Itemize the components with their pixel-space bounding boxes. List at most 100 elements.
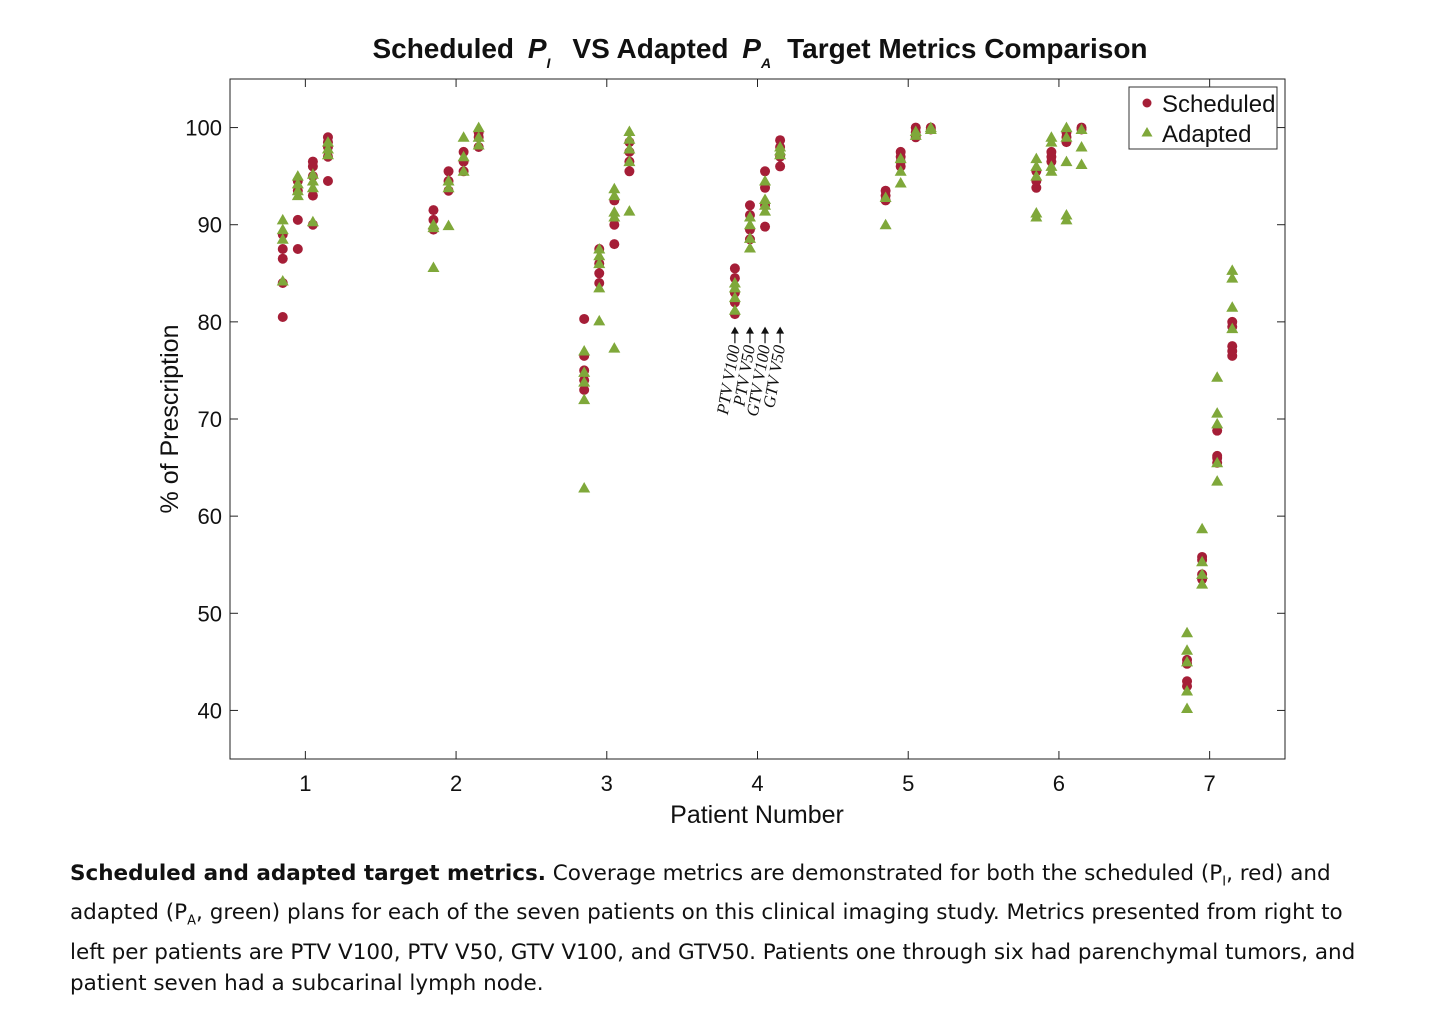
point-scheduled <box>729 263 740 274</box>
x-tick-label: 2 <box>450 771 462 796</box>
point-scheduled <box>775 135 786 146</box>
caption-bold: Scheduled and adapted target metrics. <box>70 861 546 886</box>
point-adapted <box>1060 155 1073 167</box>
point-adapted <box>442 181 455 193</box>
point-adapted <box>759 199 772 210</box>
point-adapted <box>1075 123 1088 135</box>
point-adapted <box>774 141 787 152</box>
point-adapted <box>321 148 334 160</box>
chart: Scheduled PI VS Adapted PA Target Metrics … <box>156 33 1286 829</box>
point-adapted <box>442 175 455 186</box>
point-adapted <box>608 206 621 217</box>
point-adapted <box>1226 301 1239 312</box>
point-adapted <box>909 125 922 136</box>
x-tick-label: 6 <box>1053 771 1065 796</box>
point-scheduled <box>1212 450 1223 461</box>
point-adapted <box>1075 141 1088 152</box>
point-scheduled <box>307 156 318 167</box>
point-scheduled <box>1227 341 1238 352</box>
point-scheduled <box>322 176 333 186</box>
point-adapted <box>593 257 606 269</box>
point-scheduled <box>292 244 303 254</box>
caption-sub-2: A <box>187 913 197 929</box>
point-adapted <box>593 314 606 326</box>
point-adapted <box>291 184 304 196</box>
point-adapted <box>291 177 304 189</box>
point-adapted <box>1226 322 1239 334</box>
legend-marker-adapted <box>1141 127 1153 137</box>
x-tick-label: 7 <box>1204 771 1216 796</box>
point-adapted <box>879 218 892 230</box>
point-adapted <box>578 481 591 493</box>
point-adapted <box>1181 702 1194 713</box>
point-adapted <box>306 215 319 227</box>
x-axis-label: Patient Number <box>670 801 844 829</box>
point-adapted <box>1045 131 1058 142</box>
point-scheduled <box>744 200 755 211</box>
point-scheduled <box>760 166 771 177</box>
point-scheduled <box>594 268 605 279</box>
point-scheduled <box>760 221 771 232</box>
point-adapted <box>1030 152 1043 164</box>
point-adapted <box>457 150 470 162</box>
point-adapted <box>759 175 772 186</box>
figure-caption: Scheduled and adapted target metrics. Co… <box>70 858 1380 999</box>
point-adapted <box>578 345 591 356</box>
point-adapted <box>623 133 636 144</box>
point-adapted <box>1060 131 1073 142</box>
point-adapted <box>623 205 636 216</box>
point-scheduled <box>307 190 318 201</box>
point-adapted <box>427 261 440 272</box>
point-adapted <box>759 193 772 204</box>
point-adapted <box>623 125 636 136</box>
legend-label-scheduled: Scheduled <box>1162 91 1275 118</box>
point-scheduled <box>579 313 590 324</box>
point-adapted <box>1030 170 1043 181</box>
point-adapted <box>1226 272 1239 283</box>
point-adapted <box>879 191 892 203</box>
point-adapted <box>1226 264 1239 275</box>
y-axis-label: % of Prescription <box>156 325 184 514</box>
point-adapted <box>894 176 907 188</box>
point-adapted <box>1181 685 1194 696</box>
point-scheduled <box>1046 146 1057 157</box>
point-adapted <box>1196 568 1209 579</box>
point-adapted <box>743 218 756 230</box>
point-adapted <box>578 366 591 377</box>
point-scheduled <box>1182 676 1193 687</box>
point-adapted <box>306 175 319 186</box>
point-adapted <box>1030 160 1043 171</box>
point-adapted <box>894 165 907 176</box>
point-adapted <box>276 275 289 286</box>
point-adapted <box>1196 522 1209 534</box>
point-adapted <box>608 342 621 353</box>
point-adapted <box>276 223 289 235</box>
point-adapted <box>743 210 756 222</box>
point-adapted <box>1211 456 1224 468</box>
chart-title: Scheduled PI VS Adapted PA Target Metrics … <box>372 33 1147 71</box>
point-adapted <box>291 170 304 181</box>
plot-area <box>229 78 1286 760</box>
point-adapted <box>728 304 741 315</box>
caption-sub-1: I <box>1222 874 1227 890</box>
y-tick-label: 90 <box>198 213 222 238</box>
x-tick-label: 5 <box>902 771 914 796</box>
point-scheduled <box>277 244 288 254</box>
point-adapted <box>1211 407 1224 418</box>
point-adapted <box>457 131 470 142</box>
point-scheduled <box>624 166 635 177</box>
point-scheduled <box>609 239 620 250</box>
point-adapted <box>1211 371 1224 382</box>
point-adapted <box>743 232 756 243</box>
y-tick-label: 50 <box>198 601 222 626</box>
point-scheduled <box>579 384 590 395</box>
point-adapted <box>924 123 937 135</box>
point-adapted <box>1181 626 1194 638</box>
point-adapted <box>1060 121 1073 133</box>
point-adapted <box>623 155 636 167</box>
x-tick-label: 1 <box>299 771 311 796</box>
legend-marker-scheduled <box>1142 98 1152 108</box>
point-adapted <box>276 233 289 244</box>
caption-text-3: , green) plans for each of the seven pat… <box>70 900 1356 996</box>
